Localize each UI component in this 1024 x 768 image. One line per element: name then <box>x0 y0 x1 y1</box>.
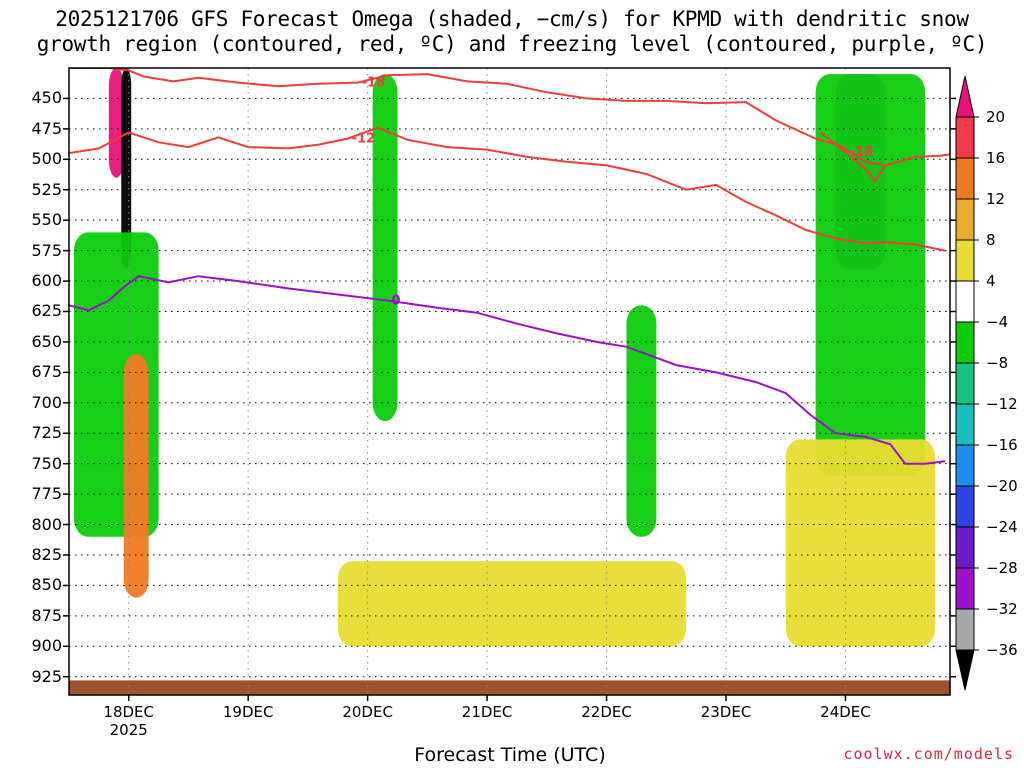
colorbar-segment <box>955 362 975 405</box>
source-credit: coolwx.com/models <box>843 745 1014 763</box>
y-tick-label: 625 <box>31 301 62 321</box>
x-axis-label: Forecast Time (UTC) <box>414 744 606 766</box>
y-tick-label: 700 <box>31 392 62 412</box>
colorbar-tick-label: 8 <box>986 231 996 249</box>
x-tick-label: 24DEC <box>820 703 871 721</box>
colorbar-tick-label: 16 <box>986 149 1006 167</box>
y-tick-label: 850 <box>31 575 62 595</box>
colorbar-tick-label: −24 <box>986 518 1018 536</box>
x-tick-label: 20DEC <box>342 703 393 721</box>
y-tick-label: 775 <box>31 484 62 504</box>
colorbar-segment <box>955 444 975 487</box>
colorbar-tick-label: 4 <box>986 272 996 290</box>
y-tick-label: 550 <box>31 210 62 230</box>
colorbar-segment <box>955 485 975 528</box>
omega-shade-region <box>815 74 926 476</box>
x-tick-label: 18DEC <box>103 703 155 721</box>
y-tick-label: 825 <box>31 544 62 564</box>
omega-shade-region <box>785 439 936 647</box>
chart-title-line-2: growth region (contoured, red, ºC) and f… <box>36 32 988 56</box>
colorbar-segment <box>955 239 975 282</box>
colorbar-bottom-arrow <box>955 649 975 691</box>
y-tick-label: 650 <box>31 331 62 351</box>
colorbar-segment <box>955 321 975 364</box>
y-tick-label: 525 <box>31 179 62 199</box>
y-tick-label: 500 <box>31 149 62 169</box>
colorbar-tick-label: −32 <box>986 600 1018 618</box>
y-tick-label: 900 <box>31 636 62 656</box>
colorbar-segment <box>955 526 975 569</box>
colorbar-tick-label: −12 <box>986 395 1018 413</box>
y-tick-label: 675 <box>31 362 62 382</box>
colorbar-tick-label: 20 <box>986 108 1006 126</box>
colorbar-segment <box>955 116 975 159</box>
x-tick-label: 21DEC <box>461 703 513 721</box>
dgz-contour-label: -18 <box>849 145 873 160</box>
colorbar-tick-label: −8 <box>986 354 1009 372</box>
omega-shade-region <box>372 74 398 422</box>
plot-frame <box>68 67 951 696</box>
y-tick-label: 750 <box>31 453 62 473</box>
colorbar-segment <box>955 198 975 241</box>
dgz-contour-label: -12 <box>352 132 376 147</box>
x-year-label: 2025 <box>109 721 148 739</box>
colorbar-tick-label: −4 <box>986 313 1009 331</box>
colorbar-tick-label: −16 <box>986 436 1018 454</box>
omega-shade-region <box>123 354 149 598</box>
colorbar-segment <box>955 280 975 323</box>
y-tick-label: 575 <box>31 240 62 260</box>
x-tick-label: 23DEC <box>700 703 752 721</box>
dgz-contour <box>69 68 950 167</box>
colorbar-tick-label: −20 <box>986 477 1018 495</box>
y-tick-label: 925 <box>31 666 62 686</box>
colorbar-top-arrow <box>955 75 975 118</box>
omega-shade-region <box>626 305 657 537</box>
dgz-contour <box>819 131 887 183</box>
colorbar-segment <box>955 157 975 200</box>
omega-shade-region <box>337 561 687 647</box>
y-tick-label: 450 <box>31 88 62 108</box>
x-tick-label: 22DEC <box>581 703 632 721</box>
freezing-level-contour-label: 0 <box>392 294 401 309</box>
y-tick-label: 875 <box>31 605 62 625</box>
dgz-contour <box>69 126 946 252</box>
chart-title-line-1: 2025121706 GFS Forecast Omega (shaded, −… <box>55 7 969 31</box>
colorbar-segment <box>955 403 975 446</box>
colorbar-segment <box>955 608 975 651</box>
y-tick-label: 600 <box>31 271 62 291</box>
colorbar-tick-label: −36 <box>986 641 1018 659</box>
ground-surface <box>69 680 950 695</box>
omega-shade-region <box>108 68 124 178</box>
x-tick-label: 19DEC <box>222 703 274 721</box>
y-tick-label: 800 <box>31 514 62 534</box>
colorbar-segment <box>955 567 975 610</box>
colorbar-tick-label: 12 <box>986 190 1006 208</box>
y-tick-label: 475 <box>31 118 62 138</box>
colorbar-tick-label: −28 <box>986 559 1018 577</box>
dgz-contour-label: -18 <box>362 76 386 91</box>
freezing-level-contour <box>69 275 946 465</box>
y-tick-label: 725 <box>31 423 62 443</box>
